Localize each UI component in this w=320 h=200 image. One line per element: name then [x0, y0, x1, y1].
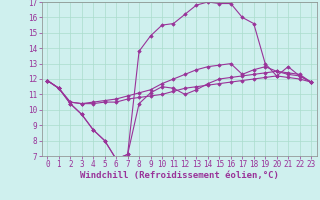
X-axis label: Windchill (Refroidissement éolien,°C): Windchill (Refroidissement éolien,°C) [80, 171, 279, 180]
